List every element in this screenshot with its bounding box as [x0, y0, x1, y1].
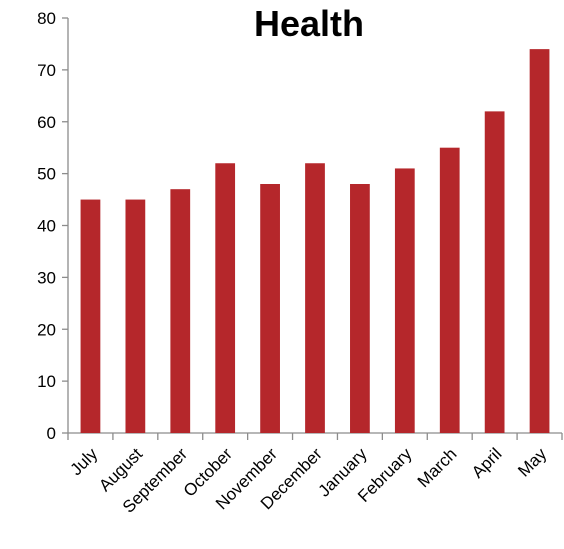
- x-tick-label: March: [414, 444, 461, 491]
- y-tick-label: 30: [37, 268, 56, 287]
- y-tick-label: 80: [37, 9, 56, 28]
- bar-december: [305, 163, 325, 433]
- x-tick-label: April: [468, 444, 505, 481]
- y-tick-label: 70: [37, 61, 56, 80]
- y-tick-label: 60: [37, 113, 56, 132]
- bar-april: [484, 111, 505, 433]
- y-tick-label: 40: [37, 217, 56, 236]
- chart-title: Health: [254, 3, 364, 44]
- x-tick-label: July: [66, 444, 101, 479]
- x-axis: JulyAugustSeptemberOctoberNovemberDecemb…: [66, 432, 563, 517]
- bar-may: [529, 49, 550, 433]
- y-axis: 0 10 20 30 40 50 60 70 80: [37, 9, 69, 443]
- bar-july: [80, 199, 101, 433]
- bars: [80, 49, 550, 433]
- bar-august: [125, 199, 146, 433]
- y-tick-label: 20: [37, 320, 56, 339]
- y-tick-label: 0: [47, 424, 56, 443]
- bar-march: [439, 147, 460, 433]
- bar-january: [350, 184, 370, 433]
- y-tick-label: 50: [37, 165, 56, 184]
- x-tick-label: May: [514, 444, 550, 480]
- y-tick-label: 10: [37, 372, 56, 391]
- bar-february: [394, 168, 415, 433]
- bar-september: [170, 189, 191, 433]
- bar-november: [260, 184, 280, 433]
- bar-october: [215, 163, 236, 433]
